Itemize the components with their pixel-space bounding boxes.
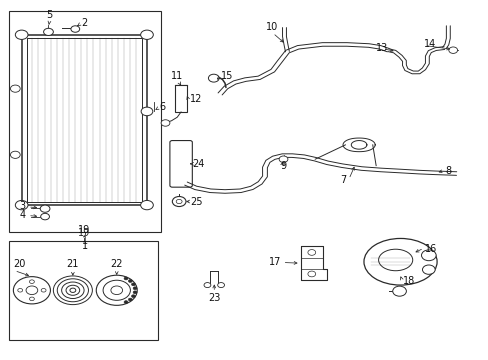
Circle shape <box>41 288 46 292</box>
Text: 18: 18 <box>402 276 414 286</box>
Circle shape <box>15 201 28 210</box>
Circle shape <box>141 107 153 116</box>
Circle shape <box>43 28 53 36</box>
Circle shape <box>392 286 406 296</box>
Circle shape <box>141 30 153 40</box>
Circle shape <box>141 201 153 210</box>
Circle shape <box>421 250 435 261</box>
Text: 4: 4 <box>20 210 25 220</box>
Circle shape <box>10 85 20 92</box>
Bar <box>175 85 186 112</box>
Text: 17: 17 <box>268 257 281 267</box>
Text: 20: 20 <box>13 260 26 270</box>
Circle shape <box>133 291 137 294</box>
FancyBboxPatch shape <box>169 140 192 187</box>
Circle shape <box>131 283 135 286</box>
Circle shape <box>307 271 315 277</box>
Circle shape <box>41 213 49 220</box>
Circle shape <box>128 298 132 301</box>
Ellipse shape <box>378 249 412 271</box>
Circle shape <box>307 249 315 255</box>
Text: 5: 5 <box>46 10 53 21</box>
Text: 23: 23 <box>208 293 220 303</box>
Circle shape <box>422 265 434 274</box>
Text: 9: 9 <box>280 161 286 171</box>
Text: 25: 25 <box>189 197 202 207</box>
Circle shape <box>208 74 219 82</box>
Text: 14: 14 <box>423 40 435 49</box>
Bar <box>9 241 158 339</box>
Text: 24: 24 <box>191 159 204 169</box>
Circle shape <box>111 286 122 294</box>
Circle shape <box>10 151 20 158</box>
Circle shape <box>29 297 34 301</box>
Text: 21: 21 <box>66 260 79 270</box>
Text: 15: 15 <box>221 71 233 81</box>
Text: 12: 12 <box>189 94 202 104</box>
Circle shape <box>217 283 224 288</box>
Circle shape <box>133 287 137 290</box>
Bar <box>9 12 160 232</box>
Circle shape <box>18 288 22 292</box>
Circle shape <box>203 283 210 288</box>
Circle shape <box>15 30 28 40</box>
Circle shape <box>96 275 137 305</box>
Circle shape <box>124 277 128 280</box>
Text: 10: 10 <box>265 22 277 32</box>
Text: 19: 19 <box>78 225 90 234</box>
Text: 2: 2 <box>81 18 88 28</box>
Circle shape <box>29 280 34 283</box>
Text: 8: 8 <box>445 166 450 176</box>
Circle shape <box>40 205 50 212</box>
Circle shape <box>26 286 38 294</box>
Ellipse shape <box>363 238 436 285</box>
Circle shape <box>71 26 80 32</box>
Circle shape <box>124 301 128 303</box>
Circle shape <box>161 120 169 126</box>
Text: 7: 7 <box>340 175 346 185</box>
Circle shape <box>172 197 185 207</box>
Circle shape <box>128 280 132 283</box>
Circle shape <box>131 295 135 298</box>
Circle shape <box>279 156 287 162</box>
Text: 16: 16 <box>424 244 436 254</box>
Text: 19: 19 <box>78 228 90 238</box>
Circle shape <box>103 280 130 300</box>
Text: 1: 1 <box>82 241 88 251</box>
Circle shape <box>448 47 457 53</box>
Text: 1: 1 <box>82 236 88 246</box>
Text: 22: 22 <box>110 260 123 270</box>
Text: 3: 3 <box>20 201 25 211</box>
Circle shape <box>176 199 182 204</box>
Text: 13: 13 <box>375 43 387 53</box>
Circle shape <box>13 276 50 304</box>
Text: 11: 11 <box>171 71 183 81</box>
Text: 6: 6 <box>159 102 165 112</box>
